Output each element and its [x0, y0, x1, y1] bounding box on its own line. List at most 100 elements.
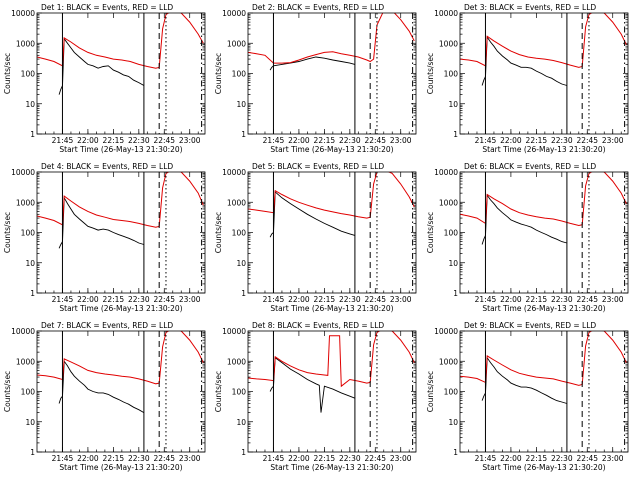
plot-frame — [459, 330, 629, 453]
series-events — [481, 35, 568, 86]
plot-frame — [247, 12, 417, 135]
x-tick-label: 22:00 — [500, 295, 522, 304]
x-tick-label: 21:45 — [475, 454, 497, 463]
y-tick-label: 1 — [453, 130, 458, 139]
chart-title: Det 5: BLACK = Events, RED = LLD — [252, 162, 384, 171]
series-events — [269, 190, 356, 238]
x-tick-label: 21:45 — [263, 454, 285, 463]
series-events — [481, 193, 568, 245]
series-lld — [37, 13, 204, 69]
series-events — [58, 37, 145, 95]
y-axis-label: Counts/sec — [426, 371, 435, 412]
x-tick-label: 21:45 — [475, 295, 497, 304]
x-tick-label: 22:15 — [526, 136, 548, 145]
detector-chart-7: Det 7: BLACK = Events, RED = LLD 1 10 100 10… — [3, 321, 206, 472]
x-tick-label: 21:45 — [263, 136, 285, 145]
series-group — [460, 331, 627, 404]
x-tick-label: 22:00 — [77, 136, 99, 145]
y-tick-label: 10000 — [222, 168, 246, 177]
x-axis-label: Start Time (26-May-13 21:30:20) — [270, 463, 393, 472]
x-tick-label: 21:45 — [52, 454, 74, 463]
series-events — [58, 196, 145, 249]
x-tick-label: 22:45 — [364, 295, 386, 304]
chart-title: Det 7: BLACK = Events, RED = LLD — [41, 321, 173, 330]
y-tick-label: 10000 — [11, 168, 35, 177]
plot-frame — [247, 330, 417, 453]
series-group — [37, 172, 204, 249]
y-tick-label: 1 — [241, 130, 246, 139]
series-lld — [37, 331, 204, 385]
x-tick-label: 22:00 — [288, 295, 310, 304]
x-tick-label: 22:45 — [364, 454, 386, 463]
y-tick-label: 10000 — [11, 9, 35, 18]
x-axis-label: Start Time (26-May-13 21:30:20) — [59, 145, 182, 154]
y-tick-label: 100 — [444, 70, 459, 79]
x-tick-label: 22:15 — [526, 454, 548, 463]
x-tick-label: 23:00 — [602, 295, 624, 304]
x-tick-label: 23:00 — [390, 454, 412, 463]
x-tick-label: 22:30 — [339, 454, 361, 463]
x-axis-label: Start Time (26-May-13 21:30:20) — [59, 463, 182, 472]
plot-frame — [247, 171, 417, 294]
y-tick-label: 100 — [232, 229, 247, 238]
plot-frame — [36, 330, 206, 453]
y-tick-label: 10 — [448, 259, 458, 268]
chart-title: Det 4: BLACK = Events, RED = LLD — [41, 162, 173, 171]
y-tick-label: 10000 — [434, 327, 458, 336]
y-tick-label: 1 — [241, 448, 246, 457]
series-group — [37, 13, 204, 95]
x-tick-label: 22:45 — [576, 295, 598, 304]
y-axis-label: Counts/sec — [426, 53, 435, 94]
x-tick-label: 22:30 — [339, 295, 361, 304]
y-tick-label: 10000 — [222, 9, 246, 18]
y-tick-label: 10000 — [434, 168, 458, 177]
series-group — [37, 331, 204, 413]
detector-chart-4: Det 4: BLACK = Events, RED = LLD 1 10 100 10… — [3, 162, 206, 313]
y-tick-label: 10000 — [434, 9, 458, 18]
y-tick-label: 1000 — [227, 39, 246, 48]
x-tick-label: 22:30 — [128, 136, 150, 145]
x-tick-label: 21:45 — [52, 136, 74, 145]
x-tick-label: 21:45 — [475, 136, 497, 145]
x-axis-label: Start Time (26-May-13 21:30:20) — [59, 304, 182, 313]
y-tick-label: 100 — [21, 70, 36, 79]
x-axis-label: Start Time (26-May-13 21:30:20) — [270, 145, 393, 154]
y-tick-label: 1 — [30, 130, 35, 139]
x-tick-label: 22:45 — [576, 136, 598, 145]
x-tick-label: 22:15 — [314, 454, 336, 463]
y-tick-label: 10 — [236, 259, 246, 268]
y-tick-label: 1000 — [439, 39, 458, 48]
detector-chart-5: Det 5: BLACK = Events, RED = LLD 1 10 100 10… — [214, 162, 417, 313]
x-tick-label: 22:45 — [153, 136, 175, 145]
x-tick-label: 21:45 — [263, 295, 285, 304]
x-axis-label: Start Time (26-May-13 21:30:20) — [482, 145, 605, 154]
x-tick-label: 22:15 — [314, 136, 336, 145]
series-events — [58, 359, 145, 413]
y-tick-label: 10 — [25, 259, 35, 268]
x-tick-label: 22:45 — [576, 454, 598, 463]
y-tick-label: 1 — [30, 289, 35, 298]
y-tick-label: 1 — [30, 448, 35, 457]
chart-title: Det 3: BLACK = Events, RED = LLD — [464, 3, 596, 12]
x-tick-label: 23:00 — [390, 295, 412, 304]
y-axis-label: Counts/sec — [3, 53, 12, 94]
series-lld — [460, 172, 627, 227]
chart-title: Det 8: BLACK = Events, RED = LLD — [252, 321, 384, 330]
y-tick-label: 10 — [448, 418, 458, 427]
x-tick-label: 23:00 — [179, 295, 201, 304]
y-tick-label: 10 — [448, 100, 458, 109]
x-tick-label: 23:00 — [602, 136, 624, 145]
x-tick-label: 23:00 — [602, 454, 624, 463]
series-events — [481, 356, 568, 404]
detector-chart-1: Det 1: BLACK = Events, RED = LLD 1 10 100 10… — [3, 3, 206, 154]
x-tick-label: 22:30 — [551, 295, 573, 304]
x-tick-label: 21:45 — [52, 295, 74, 304]
x-tick-label: 22:00 — [77, 295, 99, 304]
y-axis-label: Counts/sec — [3, 371, 12, 412]
x-tick-label: 22:15 — [526, 295, 548, 304]
detector-chart-6: Det 6: BLACK = Events, RED = LLD 1 10 100 10… — [426, 162, 629, 313]
series-lld — [460, 331, 627, 386]
series-lld — [248, 331, 415, 388]
detector-chart-2: Det 2: BLACK = Events, RED = LLD 1 10 100 10… — [214, 3, 417, 154]
